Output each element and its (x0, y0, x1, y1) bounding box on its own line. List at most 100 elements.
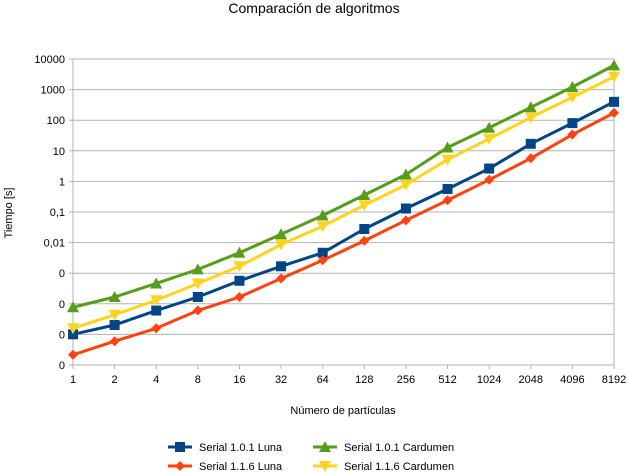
data-point (191, 278, 204, 290)
x-axis-label: Número de partículas (290, 405, 396, 417)
legend-item: Serial 1.1.6 Luna (168, 461, 283, 472)
data-point (68, 349, 78, 360)
data-point (109, 336, 120, 347)
series-line (72, 100, 615, 336)
data-point (192, 292, 203, 302)
y-axis: 0 0 0 0 0,01 0,1 1 10 100 1000 10000 (34, 54, 73, 372)
data-point (233, 246, 246, 258)
data-point (67, 323, 79, 335)
data-point (150, 277, 163, 289)
data-point (359, 235, 370, 246)
data-point (150, 295, 163, 307)
data-point (566, 81, 579, 93)
series-serial-1-0-1-luna (68, 96, 619, 340)
data-point (608, 59, 620, 71)
data-point (276, 273, 287, 284)
x-tick-label: 4096 (560, 374, 584, 386)
data-point (567, 118, 578, 129)
data-point (400, 203, 411, 214)
data-point (358, 189, 371, 200)
data-point (276, 261, 287, 272)
data-point (484, 163, 495, 174)
data-point (442, 195, 453, 206)
series-line (72, 64, 615, 309)
y-axis-label: Tiempo [s] (3, 188, 15, 239)
legend-label: Serial 1.0.1 Luna (199, 442, 283, 454)
data-point (484, 174, 495, 185)
x-tick-label: 4 (153, 374, 159, 386)
data-point (358, 200, 371, 212)
data-point (108, 291, 121, 302)
data-point (233, 261, 246, 273)
legend-marker (319, 441, 331, 452)
data-point (151, 305, 162, 316)
data-point (525, 153, 536, 164)
data-point (441, 141, 454, 153)
series-line (72, 75, 615, 330)
x-tick-label: 32 (275, 374, 287, 386)
y-tick-label: 0,01 (44, 238, 65, 250)
data-point (525, 138, 536, 149)
data-point (609, 96, 619, 107)
data-point (524, 112, 537, 124)
chart-title: Comparación de algoritmos (228, 0, 399, 16)
data-point (234, 275, 245, 286)
series-serial-1-1-6-cardumen (67, 71, 620, 335)
data-point (275, 228, 288, 240)
x-tick-label: 8 (195, 374, 201, 386)
data-point (234, 292, 245, 302)
data-point (566, 92, 579, 104)
legend-label: Serial 1.1.6 Luna (199, 461, 283, 472)
data-point (609, 107, 619, 118)
y-tick-label: 1 (59, 176, 65, 188)
series-serial-1-0-1-cardumen (67, 59, 620, 313)
x-tick-label: 128 (355, 374, 373, 386)
data-point (483, 121, 496, 133)
legend-label: Serial 1.0.1 Cardumen (344, 442, 454, 454)
data-point (151, 323, 162, 334)
x-tick-label: 512 (438, 374, 456, 386)
x-tick-label: 2048 (519, 374, 543, 386)
x-tick-label: 256 (397, 374, 415, 386)
x-axis: 1 2 4 8 16 32 64 128 256 512 1024 2048 4096 8192 (70, 365, 626, 386)
data-point (317, 247, 328, 258)
data-point (442, 184, 453, 195)
y-tick-label: 0 (59, 268, 65, 280)
legend-label: Serial 1.1.6 Cardumen (344, 461, 454, 472)
data-point (483, 133, 496, 145)
legend-marker (175, 442, 185, 452)
data-point (608, 71, 620, 83)
x-tick-label: 16 (233, 374, 245, 386)
x-tick-label: 1 (70, 374, 76, 386)
data-point (400, 215, 411, 226)
y-tick-label: 10000 (34, 54, 65, 66)
legend-item: Serial 1.1.6 Cardumen (313, 461, 454, 472)
legend-item: Serial 1.0.1 Cardumen (313, 441, 454, 454)
data-point (441, 154, 454, 166)
data-point (567, 129, 578, 140)
data-point (275, 239, 288, 251)
data-point (317, 255, 328, 266)
data-point (192, 305, 203, 316)
series-serial-1-1-6-luna (68, 107, 619, 360)
y-tick-label: 0 (59, 329, 65, 341)
data-point (108, 309, 121, 321)
y-tick-label: 0 (59, 299, 65, 311)
y-tick-label: 0 (59, 360, 65, 372)
data-point (524, 101, 537, 113)
data-point (316, 221, 329, 233)
y-tick-label: 1000 (41, 85, 65, 97)
x-tick-label: 2 (112, 374, 118, 386)
x-tick-label: 64 (317, 374, 329, 386)
data-point (399, 168, 412, 180)
data-point (359, 224, 370, 234)
legend-item: Serial 1.0.1 Luna (168, 442, 283, 454)
data-point (67, 301, 79, 313)
data-point (316, 209, 329, 221)
data-point (399, 179, 412, 191)
series-layer (67, 59, 620, 360)
x-tick-label: 1024 (477, 374, 501, 386)
legend-marker (319, 461, 331, 472)
y-tick-label: 10 (53, 146, 65, 158)
